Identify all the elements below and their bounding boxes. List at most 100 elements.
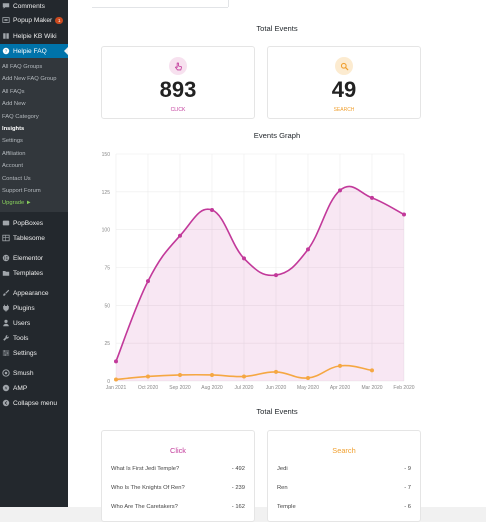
submenu-item-contact-us[interactable]: Contact Us <box>2 175 31 182</box>
update-count-badge: 1 <box>55 16 64 24</box>
sidebar-item-label: Templates <box>13 269 44 277</box>
series-0-point <box>338 188 342 193</box>
list-item-name: What Is First Jedi Temple? <box>111 466 180 472</box>
submenu-item-upgrade[interactable]: Upgrade ► <box>2 200 32 207</box>
click-stat-card: 893 CLICK <box>101 46 255 119</box>
submenu-item-all-faq-groups[interactable]: All FAQ Groups <box>2 64 43 70</box>
submenu-item-insights[interactable]: Insights <box>2 126 25 132</box>
x-tick-label: Jun 2020 <box>266 385 287 391</box>
list-item-count: - 6 <box>404 504 411 510</box>
total-events-heading: Total Events <box>256 24 298 33</box>
series-1-point <box>178 372 182 377</box>
list-item-count: - 239 <box>231 485 245 491</box>
x-tick-label: Jan 2021 <box>106 385 127 391</box>
sidebar-item-helpie-faq[interactable]: ? Helpie FAQ <box>0 44 68 58</box>
sidebar-item-label: Tablesome <box>13 234 45 242</box>
comment-icon <box>2 2 10 10</box>
sidebar-item-tools[interactable]: Tools <box>0 331 68 345</box>
sidebar-item-label: Popup Maker <box>13 16 53 24</box>
list-item: Ren - 7 <box>277 485 411 495</box>
series-0-point <box>274 273 278 278</box>
sidebar-item-helpie-kb-wiki[interactable]: Helpie KB Wiki <box>0 29 68 43</box>
series-0-point <box>178 233 182 238</box>
y-tick-label: 125 <box>102 190 111 196</box>
sidebar-item-amp[interactable]: AMP <box>0 381 68 395</box>
insights-page: Total Events 893 CLICK 49 SEARCH Events … <box>68 0 486 522</box>
series-0-point <box>402 212 406 217</box>
pointer-icon <box>169 57 187 75</box>
click-list-card: Click What Is First Jedi Temple? - 492 Who… <box>101 430 255 522</box>
list-item-name: Who Is The Knights Of Ren? <box>111 485 185 491</box>
sidebar-item-elementor[interactable]: Elementor <box>0 251 68 265</box>
smush-icon <box>2 369 10 377</box>
submenu-item-support-forum[interactable]: Support Forum <box>2 188 41 194</box>
series-0-point <box>242 256 246 261</box>
submenu-item-add-new[interactable]: Add New <box>2 101 26 108</box>
admin-sidebar: All FAQ Groups Add New FAQ Group All FAQs A… <box>0 0 68 507</box>
submenu-item-faq-category[interactable]: FAQ Category <box>2 113 39 120</box>
series-1-point <box>114 377 118 382</box>
series-1-point <box>370 368 374 373</box>
series-1-point <box>306 375 310 380</box>
series-1-point <box>146 374 150 379</box>
list-item: Who Are The Caretakers? - 162 <box>111 504 245 514</box>
sidebar-item-collapse-menu[interactable]: Collapse menu <box>0 396 68 410</box>
sidebar-item-label: Elementor <box>13 254 44 262</box>
series-0-point <box>370 195 374 200</box>
collapse-icon <box>2 399 10 407</box>
list-item-count: - 162 <box>231 504 245 510</box>
user-icon <box>2 319 10 327</box>
submenu-item-add-new-faq-group[interactable]: Add New FAQ Group <box>2 76 57 83</box>
click-list-title: Click <box>169 446 186 455</box>
faq-icon: ? <box>2 47 10 55</box>
click-count: 893 <box>159 77 197 102</box>
list-item: Who Is The Knights Of Ren? - 239 <box>111 485 245 495</box>
search-list-card: Search Jedi - 9 Ren - 7 Temple - 6 <box>267 430 421 522</box>
sidebar-item-popup-maker[interactable]: Popup Maker 1 <box>0 13 68 27</box>
list-item-name: Temple <box>277 504 296 510</box>
series-0-area <box>116 186 404 381</box>
sidebar-item-templates[interactable]: Templates <box>0 266 68 280</box>
series-1-point <box>274 369 278 374</box>
wrench-icon <box>2 334 10 342</box>
x-tick-label: May 2020 <box>297 385 319 391</box>
sidebar-item-appearance[interactable]: Appearance <box>0 286 68 300</box>
sidebar-item-users[interactable]: Users <box>0 316 68 330</box>
submenu-item-all-faqs[interactable]: All FAQs <box>2 88 25 95</box>
sidebar-item-smush[interactable]: Smush <box>0 366 68 380</box>
list-item-name: Jedi <box>277 466 288 472</box>
popbox-icon <box>2 219 10 227</box>
sidebar-item-label: Smush <box>13 369 34 377</box>
submenu-item-account[interactable]: Account <box>2 163 23 170</box>
list-item-count: - 492 <box>231 466 245 472</box>
sidebar-item-label: Tools <box>13 334 29 342</box>
y-tick-label: 25 <box>104 341 110 347</box>
sidebar-item-tablesome[interactable]: Tablesome <box>0 231 68 245</box>
series-1-point <box>242 374 246 379</box>
submenu-item-affiliation[interactable]: Affiliation <box>2 150 26 157</box>
list-item-count: - 9 <box>404 466 411 472</box>
list-item-count: - 7 <box>404 485 411 491</box>
search-stat-card: 49 SEARCH <box>267 46 421 119</box>
list-item-name: Who Are The Caretakers? <box>111 504 178 510</box>
series-1-point <box>210 372 214 377</box>
sidebar-item-settings[interactable]: Settings <box>0 346 68 360</box>
sidebar-item-comments[interactable]: Comments <box>0 0 68 13</box>
list-item: Temple - 6 <box>277 504 411 514</box>
series-0-point <box>210 207 214 212</box>
list-item: Jedi - 9 <box>277 466 411 476</box>
sidebar-item-popboxes[interactable]: PopBoxes <box>0 216 68 230</box>
x-tick-label: Oct 2020 <box>138 385 159 391</box>
amp-icon <box>2 384 10 392</box>
events-graph-heading: Events Graph <box>253 131 301 140</box>
y-tick-label: 75 <box>104 266 110 272</box>
submenu-item-settings[interactable]: Settings <box>2 138 23 145</box>
x-tick-label: Apr 2020 <box>330 385 351 391</box>
sidebar-item-label: Settings <box>13 349 37 357</box>
events-line-chart: 0 25 50 75 100 125 150 Jan 2021 Oct 2020 Sep 2020… <box>102 152 415 391</box>
search-count: 49 <box>331 77 357 102</box>
series-0-point <box>146 279 150 284</box>
sidebar-item-label: AMP <box>13 384 28 392</box>
series-0-point <box>114 359 118 364</box>
sidebar-item-plugins[interactable]: Plugins <box>0 301 68 315</box>
